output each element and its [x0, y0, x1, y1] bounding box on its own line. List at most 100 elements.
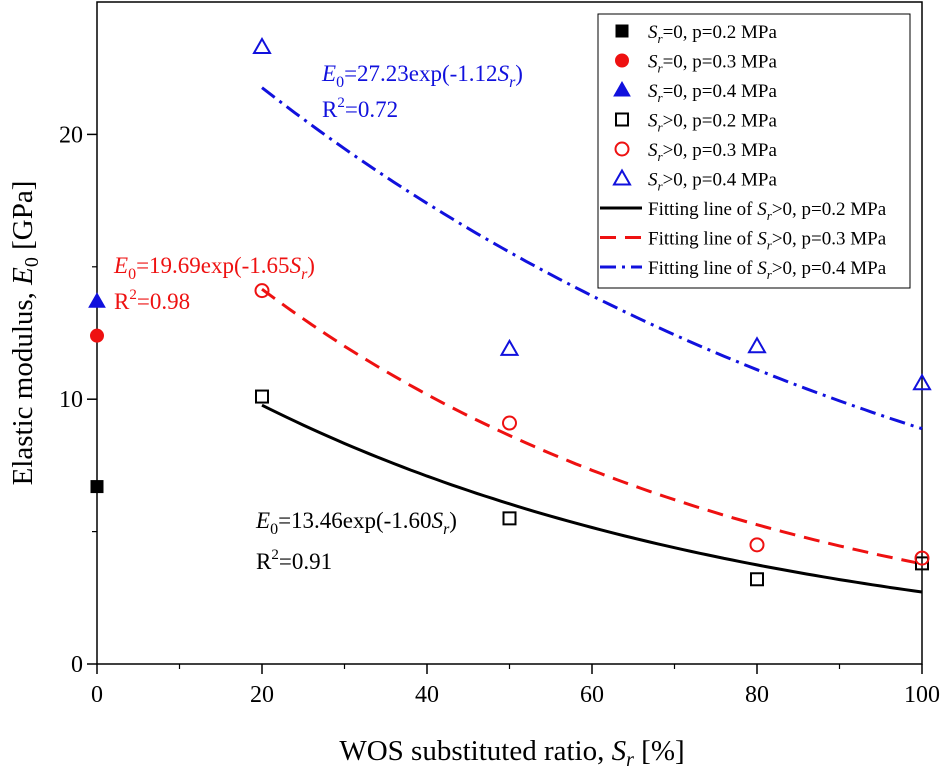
eq-close: ): [449, 508, 457, 533]
legend-label-rest: >0, p=0.3 MPa: [772, 229, 887, 250]
legend-box: [597, 13, 911, 289]
legend-label-var: S: [648, 22, 658, 43]
legend-label-rest: >0, p=0.3 MPa: [663, 140, 778, 161]
r2-base: R: [256, 549, 272, 574]
data-point-s1-0: [90, 328, 104, 343]
fit-lines: [261, 86, 923, 594]
eq-close: ): [307, 253, 315, 278]
legend-label-rest: >0, p=0.4 MPa: [772, 258, 887, 279]
legend-marker-0: [615, 24, 629, 38]
annotation-red: E0=19.69exp(-1.65Sr) R2=0.98: [113, 253, 315, 314]
legend-label: Sr=0, p=0.2 MPa: [648, 22, 777, 46]
annotation-blue: E0=27.23exp(-1.12Sr) R2=0.72: [321, 61, 523, 122]
data-point-s3-1: [502, 511, 517, 526]
y-tick-label: 0: [71, 652, 83, 678]
legend-label-rest: =0, p=0.3 MPa: [663, 52, 778, 73]
legend-label-sub: r: [767, 238, 773, 253]
x-tick-label: 60: [580, 682, 604, 708]
legend-label-sub: r: [767, 208, 773, 223]
y-axis-label-var: E: [7, 267, 39, 286]
legend-label-var: S: [757, 199, 767, 220]
legend-label-sub: r: [658, 149, 664, 164]
y-axis-label: Elastic modulus, E0 [GPa]: [7, 181, 43, 486]
fit-line-2: [261, 86, 923, 431]
data-point-s4-1: [502, 415, 517, 431]
annotation-black: E0=13.46exp(-1.60Sr) R2=0.91: [255, 508, 457, 574]
x-tick-label: 80: [745, 682, 769, 708]
data-point-s3-3: [915, 556, 929, 571]
x-tick-label: 20: [250, 682, 274, 708]
legend-label-prefix: Fitting line of: [648, 199, 757, 220]
eq-tail-var: S: [432, 508, 444, 533]
eq-sub: 0: [128, 266, 136, 283]
eq-tail-var: S: [498, 61, 510, 86]
r2-sup: 2: [271, 547, 279, 563]
legend-label-rest: >0, p=0.4 MPa: [663, 170, 778, 191]
data-point-s3-2: [750, 572, 764, 587]
legend-marker-1: [615, 53, 629, 68]
data-point-s5-2: [747, 336, 767, 354]
legend-label: Sr>0, p=0.3 MPa: [648, 140, 777, 164]
eq-mid: =13.46exp(-1.60: [278, 508, 432, 533]
eq-var: E: [113, 253, 128, 278]
data-point-s5-1: [499, 338, 520, 356]
r2-base: R: [322, 97, 338, 122]
y-tick-label: 20: [59, 122, 83, 148]
legend-marker-2: [613, 80, 631, 97]
legend-label-sub: r: [658, 90, 664, 105]
annotation-black-r2: R2=0.91: [256, 547, 332, 574]
eq-tail-sub: r: [443, 521, 450, 538]
r2-sup: 2: [129, 287, 137, 303]
eq-mid: =19.69exp(-1.65: [136, 253, 290, 278]
legend-label-var: S: [648, 52, 658, 73]
x-tick-label: 100: [904, 682, 940, 708]
data-point-s2-0: [88, 292, 106, 308]
annotation-red-r2: R2=0.98: [114, 287, 190, 314]
annotation-black-equation: E0=13.46exp(-1.60Sr): [255, 508, 457, 538]
legend-label-prefix: Fitting line of: [648, 258, 757, 279]
data-point-s4-0: [254, 283, 270, 299]
x-tick-label: 40: [415, 682, 439, 708]
data-point-s5-3: [912, 373, 932, 391]
y-axis-label-main: Elastic modulus,: [7, 285, 39, 486]
x-tick-label: 0: [91, 682, 103, 708]
x-axis-label: WOS substituted ratio, Sr [%]: [339, 735, 684, 771]
eq-var: E: [321, 61, 336, 86]
data-point-s4-2: [749, 537, 765, 553]
legend-label-var: S: [648, 170, 658, 191]
legend-label: Sr=0, p=0.4 MPa: [648, 81, 777, 105]
eq-tail-var: S: [290, 253, 302, 278]
legend-label-var: S: [648, 140, 658, 161]
data-point-s5-0: [252, 37, 272, 55]
legend-label-rest: =0, p=0.2 MPa: [663, 22, 778, 43]
data-markers: [88, 37, 932, 587]
legend-label-sub: r: [658, 61, 664, 76]
eq-sub: 0: [270, 521, 278, 538]
fit-line-0: [261, 403, 923, 594]
x-axis-label-unit: [%]: [634, 735, 685, 767]
legend-label-sub: r: [767, 267, 773, 282]
legend-label: Sr=0, p=0.3 MPa: [648, 52, 777, 76]
annotation-red-equation: E0=19.69exp(-1.65Sr): [113, 253, 315, 283]
annotation-blue-equation: E0=27.23exp(-1.12Sr): [321, 61, 523, 91]
x-axis-label-main: WOS substituted ratio,: [339, 735, 611, 767]
legend-marker-3: [615, 112, 629, 127]
legend-label-sub: r: [658, 31, 664, 46]
x-axis-label-sub: r: [626, 749, 634, 771]
legend-label: Fitting line of Sr>0, p=0.2 MPa: [648, 199, 887, 223]
data-point-s0-0: [90, 480, 104, 494]
legend-label: Sr>0, p=0.4 MPa: [648, 170, 777, 194]
eq-mid: =27.23exp(-1.12: [344, 61, 498, 86]
y-axis-label-unit: [GPa]: [7, 181, 39, 258]
eq-tail-sub: r: [301, 266, 308, 283]
legend-label: Fitting line of Sr>0, p=0.3 MPa: [648, 229, 887, 253]
legend-label: Fitting line of Sr>0, p=0.4 MPa: [648, 258, 887, 282]
legend-label-var: S: [757, 229, 767, 250]
y-axis-label-sub: 0: [21, 257, 43, 267]
eq-var: E: [255, 508, 270, 533]
legend-label-sub: r: [658, 120, 664, 135]
eq-sub: 0: [336, 74, 344, 91]
r2-base: R: [114, 289, 130, 314]
